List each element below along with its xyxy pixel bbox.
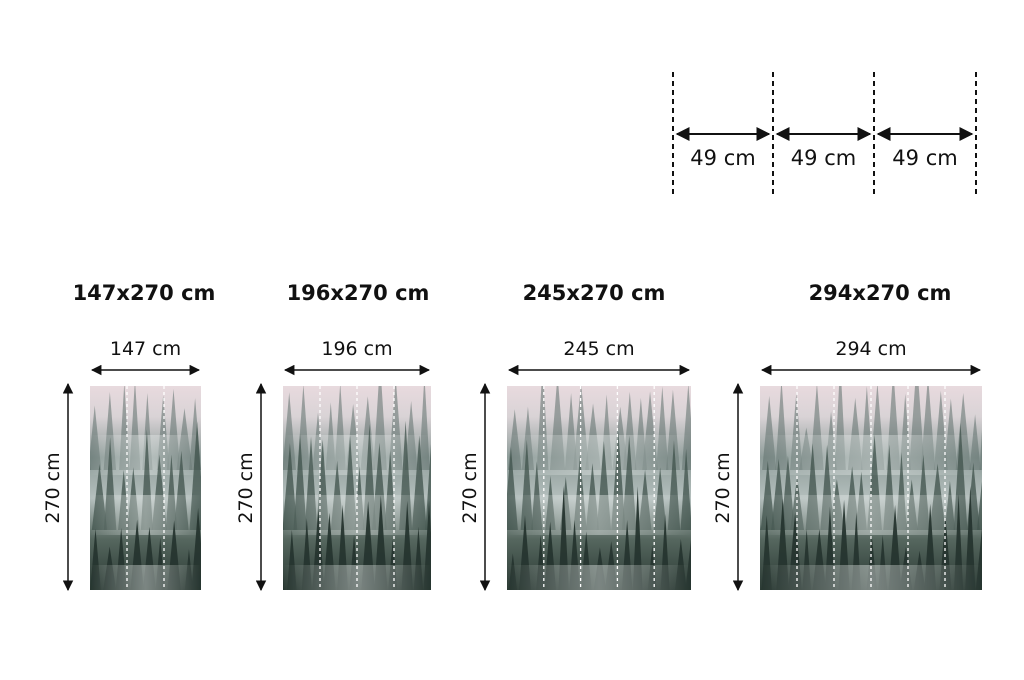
tree-silhouette <box>760 524 761 530</box>
width-label: 245 cm <box>563 338 634 360</box>
mist-band <box>507 495 691 535</box>
height-label: 270 cm <box>712 452 734 523</box>
tree-silhouette <box>283 467 284 470</box>
width-label: 196 cm <box>321 338 392 360</box>
width-label: 294 cm <box>835 338 906 360</box>
strip-width-label: 49 cm <box>791 146 856 170</box>
strip-width-label: 49 cm <box>892 146 957 170</box>
tree-silhouette <box>747 497 760 600</box>
size-options: 147x270 cm 147 cm 270 cm 196x270 cm 196 cm 27… <box>42 281 992 605</box>
size-option-3[interactable]: 245x270 cm 245 cm 270 cm <box>459 281 700 605</box>
tree-silhouette <box>965 485 976 590</box>
tree-silhouette <box>558 485 569 590</box>
height-label: 270 cm <box>235 452 257 523</box>
strip-width-label: 49 cm <box>690 146 755 170</box>
forest-wallpaper-preview <box>747 384 982 600</box>
width-label: 147 cm <box>110 338 181 360</box>
size-option-1[interactable]: 147x270 cm 147 cm 270 cm <box>42 281 215 605</box>
mist-band <box>507 435 691 475</box>
size-option-4[interactable]: 294x270 cm 294 cm 270 cm <box>712 281 992 605</box>
size-title: 196x270 cm <box>287 281 430 305</box>
mist-band <box>507 565 691 590</box>
tree-silhouette <box>90 463 91 470</box>
height-label: 270 cm <box>42 452 64 523</box>
size-title: 147x270 cm <box>73 281 216 305</box>
forest-wallpaper-preview <box>283 386 431 590</box>
strip-width-legend: 49 cm 49 cm 49 cm <box>672 72 977 196</box>
tree-silhouette <box>79 523 89 600</box>
tree-silhouette <box>283 521 285 530</box>
forest-wallpaper-preview <box>495 380 691 600</box>
forest-wallpaper-preview <box>79 386 201 600</box>
size-option-2[interactable]: 196x270 cm 196 cm 270 cm <box>235 281 440 605</box>
tree-silhouette <box>632 486 643 590</box>
size-title: 245x270 cm <box>523 281 666 305</box>
tree-silhouette <box>749 384 759 470</box>
tree-silhouette <box>495 380 506 470</box>
tree-silhouette <box>90 529 91 530</box>
size-title: 294x270 cm <box>809 281 952 305</box>
mist-band <box>90 565 201 590</box>
mist-band <box>90 495 201 535</box>
height-label: 270 cm <box>459 452 481 523</box>
tree-silhouette <box>283 575 285 590</box>
tree-silhouette <box>495 510 507 600</box>
tree-silhouette <box>496 474 506 530</box>
